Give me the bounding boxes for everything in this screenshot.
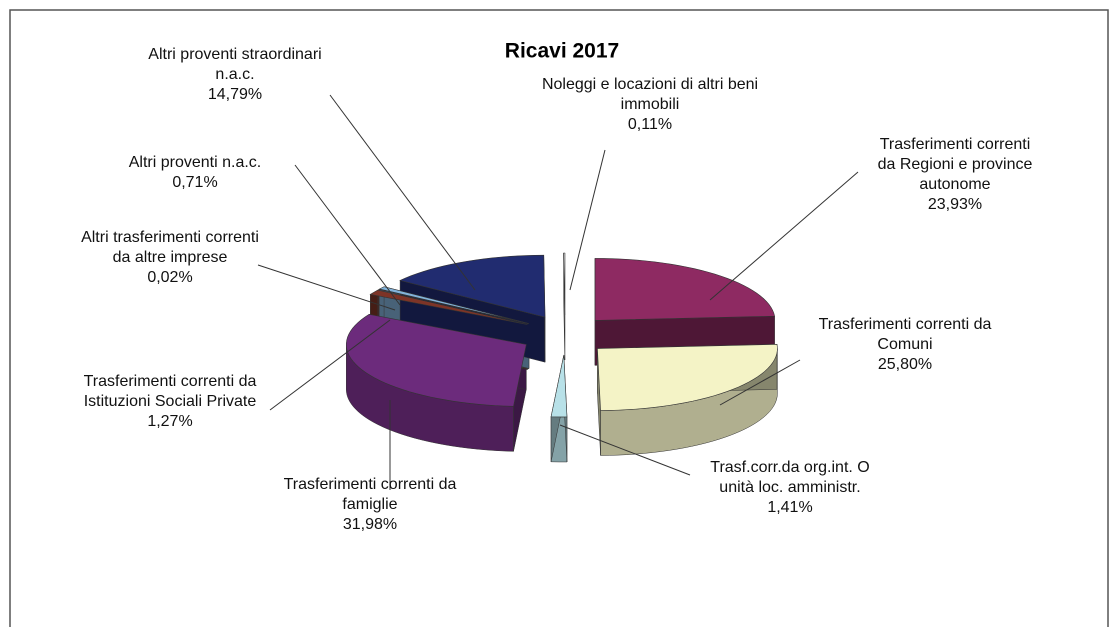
leader-line xyxy=(569,149,606,291)
data-label: Trasferimenti correnti da Comuni 25,80% xyxy=(805,315,1005,375)
value-label: 1,41% xyxy=(767,499,813,516)
slice xyxy=(377,289,529,325)
chart-title: Ricavi 2017 xyxy=(505,40,619,63)
category-label: Trasf.corr.da org.int. O unità loc. ammi… xyxy=(710,459,870,496)
value-label: 1,27% xyxy=(147,413,193,430)
value-label: 31,98% xyxy=(342,516,398,533)
category-label: Trasferimenti correnti da Istituzioni So… xyxy=(83,373,257,410)
value-label: 0,02% xyxy=(147,269,193,286)
category-label: Trasferimenti correnti da famiglie xyxy=(283,476,457,513)
value-label: 0,11% xyxy=(627,116,673,133)
category-label: Noleggi e locazioni di altri beni immobi… xyxy=(541,76,759,113)
slice xyxy=(550,354,568,418)
data-label: Trasferimenti correnti da famiglie 31,98% xyxy=(265,475,475,535)
leader-line xyxy=(257,264,396,311)
chart-frame xyxy=(9,9,1109,627)
data-label: Trasf.corr.da org.int. O unità loc. ammi… xyxy=(695,458,885,518)
leader-line xyxy=(559,424,691,476)
leader-line xyxy=(329,94,476,291)
category-label: Trasferimenti correnti da Comuni xyxy=(818,316,992,353)
category-label: Altri trasferimenti correnti da altre im… xyxy=(81,229,259,266)
data-label: Altri proventi straordinari n.a.c. 14,79% xyxy=(140,45,330,105)
data-label: Altri trasferimenti correnti da altre im… xyxy=(80,228,260,288)
slice xyxy=(378,286,530,324)
leader-line xyxy=(269,319,391,411)
slice xyxy=(563,252,566,316)
data-label: Trasferimenti correnti da Istituzioni So… xyxy=(65,372,275,432)
data-label: Noleggi e locazioni di altri beni immobi… xyxy=(535,75,765,135)
slice xyxy=(597,344,778,411)
data-label: Altri proventi n.a.c. 0,71% xyxy=(95,153,295,193)
category-label: Altri proventi n.a.c. xyxy=(128,154,262,171)
value-label: 0,71% xyxy=(172,174,218,191)
slice xyxy=(369,289,528,325)
leader-line xyxy=(719,359,801,406)
category-label: Altri proventi straordinari n.a.c. xyxy=(148,46,322,83)
value-label: 14,79% xyxy=(207,86,263,103)
leader-line xyxy=(709,171,859,301)
value-label: 25,80% xyxy=(877,356,933,373)
leader-line xyxy=(294,164,401,306)
data-label: Trasferimenti correnti da Regioni e prov… xyxy=(875,135,1035,215)
slice xyxy=(594,258,776,321)
value-label: 23,93% xyxy=(927,196,983,213)
category-label: Trasferimenti correnti da Regioni e prov… xyxy=(877,136,1033,193)
slice xyxy=(346,313,527,407)
